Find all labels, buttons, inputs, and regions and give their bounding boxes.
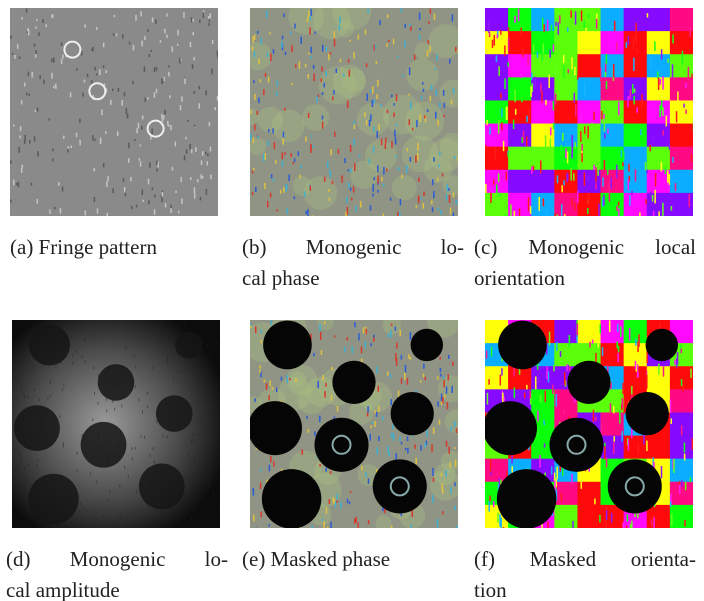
caption-line: cal amplitude [6,575,228,601]
caption-line: (e) Masked phase [242,544,464,575]
caption: (d) Monogenic lo-cal amplitude [6,544,228,601]
caption-line: (d) Monogenic lo- [6,544,228,575]
panel-image [485,320,693,528]
panel-image [250,8,458,216]
caption-line: tion [474,575,696,601]
caption-line: (f) Masked orienta- [474,544,696,575]
caption-line: (a) Fringe pattern [10,232,232,263]
figure: (a) Fringe pattern (b) Monogenic lo-cal … [0,0,704,601]
panel-image [485,8,693,216]
panel: (b) Monogenic lo-cal phase [242,8,464,294]
panel-image [10,8,218,216]
caption: (e) Masked phase [242,544,464,575]
caption-line: (b) Monogenic lo- [242,232,464,263]
caption-line: (c) Monogenic local [474,232,696,263]
panel-image [12,320,220,528]
panel: (f) Masked orienta-tion [474,320,696,601]
caption-line: cal phase [242,263,464,294]
caption-line: orientation [474,263,696,294]
caption: (a) Fringe pattern [10,232,232,263]
caption: (f) Masked orienta-tion [474,544,696,601]
caption: (b) Monogenic lo-cal phase [242,232,464,294]
panel-image [250,320,458,528]
panel: (a) Fringe pattern [10,8,232,263]
panel: (d) Monogenic lo-cal amplitude [6,320,228,601]
panel: (e) Masked phase [242,320,464,575]
